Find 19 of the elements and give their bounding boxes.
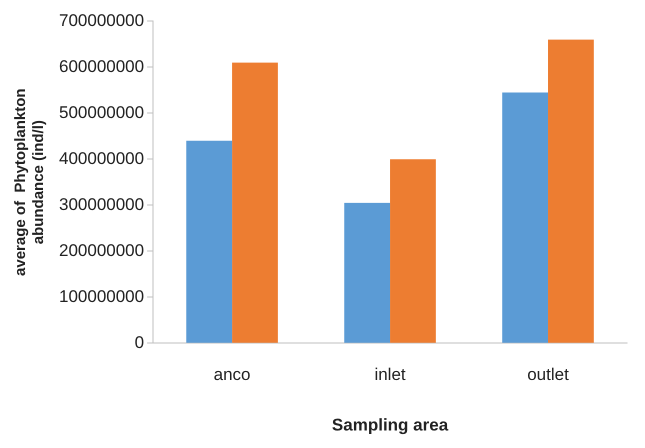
bar bbox=[390, 159, 436, 343]
bar bbox=[344, 202, 390, 343]
x-axis-title: Sampling area bbox=[332, 415, 449, 434]
x-tick-label: outlet bbox=[527, 365, 570, 384]
x-tick-label: inlet bbox=[374, 365, 406, 384]
y-tick-label: 600000000 bbox=[59, 56, 144, 76]
y-tick-label: 300000000 bbox=[59, 194, 144, 214]
y-tick-label: 100000000 bbox=[59, 286, 144, 306]
bar bbox=[186, 140, 232, 343]
bar bbox=[232, 62, 278, 343]
bar bbox=[548, 40, 594, 343]
y-tick-label: 500000000 bbox=[59, 102, 144, 122]
x-tick-label: anco bbox=[214, 365, 251, 384]
y-axis-title: average of Phytoplankton abundance (ind/l) bbox=[12, 88, 48, 276]
y-tick-label: 0 bbox=[134, 332, 144, 352]
bar bbox=[502, 92, 548, 343]
y-tick-label: 200000000 bbox=[59, 240, 144, 260]
y-tick-label: 700000000 bbox=[59, 10, 144, 30]
y-tick-label: 400000000 bbox=[59, 148, 144, 168]
